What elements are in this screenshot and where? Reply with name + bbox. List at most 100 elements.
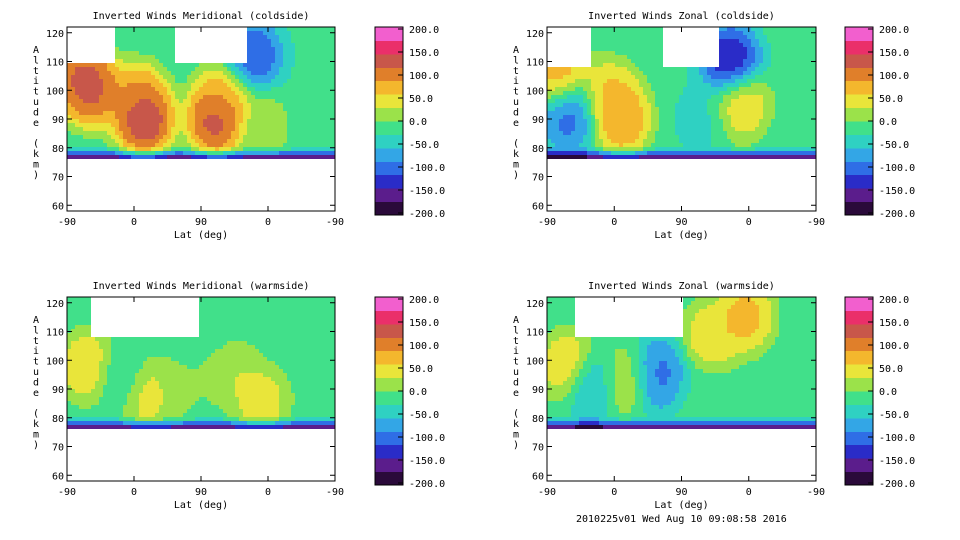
colorbar-swatch — [375, 471, 403, 486]
colorbar-tick-label: 0.0 — [409, 387, 427, 398]
colorbar-swatch — [845, 458, 873, 473]
chart-panel-zonal-coldside: Inverted Winds Zonal (coldside) -90 0 90 0 -9… — [513, 11, 915, 241]
colorbar-swatch — [845, 391, 873, 405]
colorbar-tick-label: -200.0 — [409, 479, 445, 490]
colorbar-swatch — [845, 94, 873, 109]
x-tick-label: 0 — [611, 217, 617, 228]
colorbar-swatch — [375, 80, 403, 95]
svg-text:u: u — [33, 97, 39, 108]
x-tick-label: -90 — [326, 487, 344, 498]
colorbar-tick-label: -150.0 — [409, 186, 445, 197]
svg-text:l: l — [513, 55, 519, 66]
colorbar: 200.0 150.0 100.0 50.0 0.0 -50.0 -100.0 -150.0 -… — [844, 25, 915, 220]
colorbar-tick-label: 50.0 — [879, 364, 903, 375]
colorbar-tick-label: -200.0 — [409, 209, 445, 220]
colorbar-swatch — [375, 350, 403, 365]
svg-text:t: t — [513, 66, 519, 77]
colorbar-swatch — [845, 53, 873, 68]
colorbar-swatch — [845, 417, 873, 432]
colorbar-tick-label: -200.0 — [879, 209, 915, 220]
colorbar-tick-label: -50.0 — [879, 140, 909, 151]
colorbar-swatch — [845, 67, 873, 82]
x-tick-label: -90 — [807, 217, 825, 228]
y-tick-label: 90 — [52, 115, 64, 126]
chart-title: Inverted Winds Zonal (warmside) — [588, 281, 775, 292]
x-axis-label: Lat (deg) — [174, 230, 228, 241]
chart-title: Inverted Winds Zonal (coldside) — [588, 11, 775, 22]
colorbar-swatch — [375, 391, 403, 405]
svg-text:(: ( — [33, 139, 39, 150]
x-tick-label: 0 — [746, 217, 752, 228]
svg-text:): ) — [33, 170, 39, 181]
colorbar-swatch — [375, 27, 403, 41]
colorbar-tick-label: -150.0 — [879, 456, 915, 467]
svg-text:e: e — [513, 118, 519, 129]
colorbar-tick-label: -200.0 — [879, 479, 915, 490]
colorbar-tick-label: -100.0 — [409, 433, 445, 444]
svg-text:A: A — [513, 45, 519, 56]
colorbar-swatch — [375, 121, 403, 135]
x-tick-label: 0 — [131, 487, 137, 498]
svg-text:k: k — [513, 149, 519, 160]
colorbar-swatch — [375, 134, 403, 149]
colorbar-swatch — [845, 188, 873, 203]
colorbar-tick-label: 100.0 — [879, 341, 909, 352]
colorbar-swatch — [845, 297, 873, 311]
svg-text:k: k — [33, 149, 39, 160]
colorbar-tick-label: -100.0 — [409, 163, 445, 174]
svg-text:u: u — [513, 97, 519, 108]
colorbar: 200.0 150.0 100.0 50.0 0.0 -50.0 -100.0 -150.0 -… — [374, 25, 445, 220]
colorbar-tick-label: 200.0 — [409, 25, 439, 36]
colorbar-swatch — [845, 323, 873, 338]
x-tick-label: -90 — [58, 217, 76, 228]
colorbar-tick-label: 200.0 — [409, 295, 439, 306]
y-tick-label: 90 — [532, 385, 544, 396]
y-tick-label: 100 — [46, 356, 64, 367]
y-tick-label: 90 — [52, 385, 64, 396]
colorbar-swatch — [375, 67, 403, 82]
colorbar-swatch — [845, 310, 873, 325]
colorbar-swatch — [375, 188, 403, 203]
colorbar-swatch — [375, 310, 403, 325]
svg-text:): ) — [513, 170, 519, 181]
colorbar-tick-label: 50.0 — [409, 364, 433, 375]
svg-text:m: m — [513, 159, 519, 170]
y-tick-label: 80 — [532, 414, 544, 425]
colorbar-swatch — [845, 40, 873, 55]
heat-field — [547, 27, 816, 159]
colorbar-tick-label: 0.0 — [409, 117, 427, 128]
x-tick-label: 0 — [265, 217, 271, 228]
colorbar-swatch — [845, 27, 873, 41]
y-tick-label: 120 — [526, 299, 544, 310]
x-tick-label: -90 — [538, 217, 556, 228]
y-tick-label: 110 — [526, 58, 544, 69]
y-tick-label: 60 — [532, 201, 544, 212]
svg-text:l: l — [33, 55, 39, 66]
colorbar-swatch — [375, 40, 403, 55]
svg-text:A: A — [33, 45, 39, 56]
colorbar-tick-label: -150.0 — [879, 186, 915, 197]
heat-field — [67, 27, 335, 159]
colorbar-swatch — [375, 107, 403, 122]
colorbar-swatch — [845, 107, 873, 122]
y-tick-label: 100 — [526, 86, 544, 97]
y-tick-label: 80 — [532, 144, 544, 155]
y-tick-label: 100 — [46, 86, 64, 97]
colorbar: 200.0 150.0 100.0 50.0 0.0 -50.0 -100.0 -150.0 -… — [374, 295, 445, 490]
x-axis-label: Lat (deg) — [174, 500, 228, 511]
x-tick-label: 90 — [195, 217, 207, 228]
x-tick-label: -90 — [807, 487, 825, 498]
x-tick-label: 90 — [675, 217, 687, 228]
colorbar-tick-label: -50.0 — [879, 410, 909, 421]
x-tick-label: 0 — [611, 487, 617, 498]
y-tick-label: 70 — [52, 173, 64, 184]
colorbar-tick-label: 100.0 — [409, 71, 439, 82]
y-tick-label: 70 — [532, 443, 544, 454]
colorbar-tick-label: 150.0 — [409, 48, 439, 59]
heat-field — [67, 297, 335, 429]
svg-text:d: d — [513, 107, 519, 118]
svg-text:m: m — [33, 159, 39, 170]
svg-text:e: e — [33, 118, 39, 129]
